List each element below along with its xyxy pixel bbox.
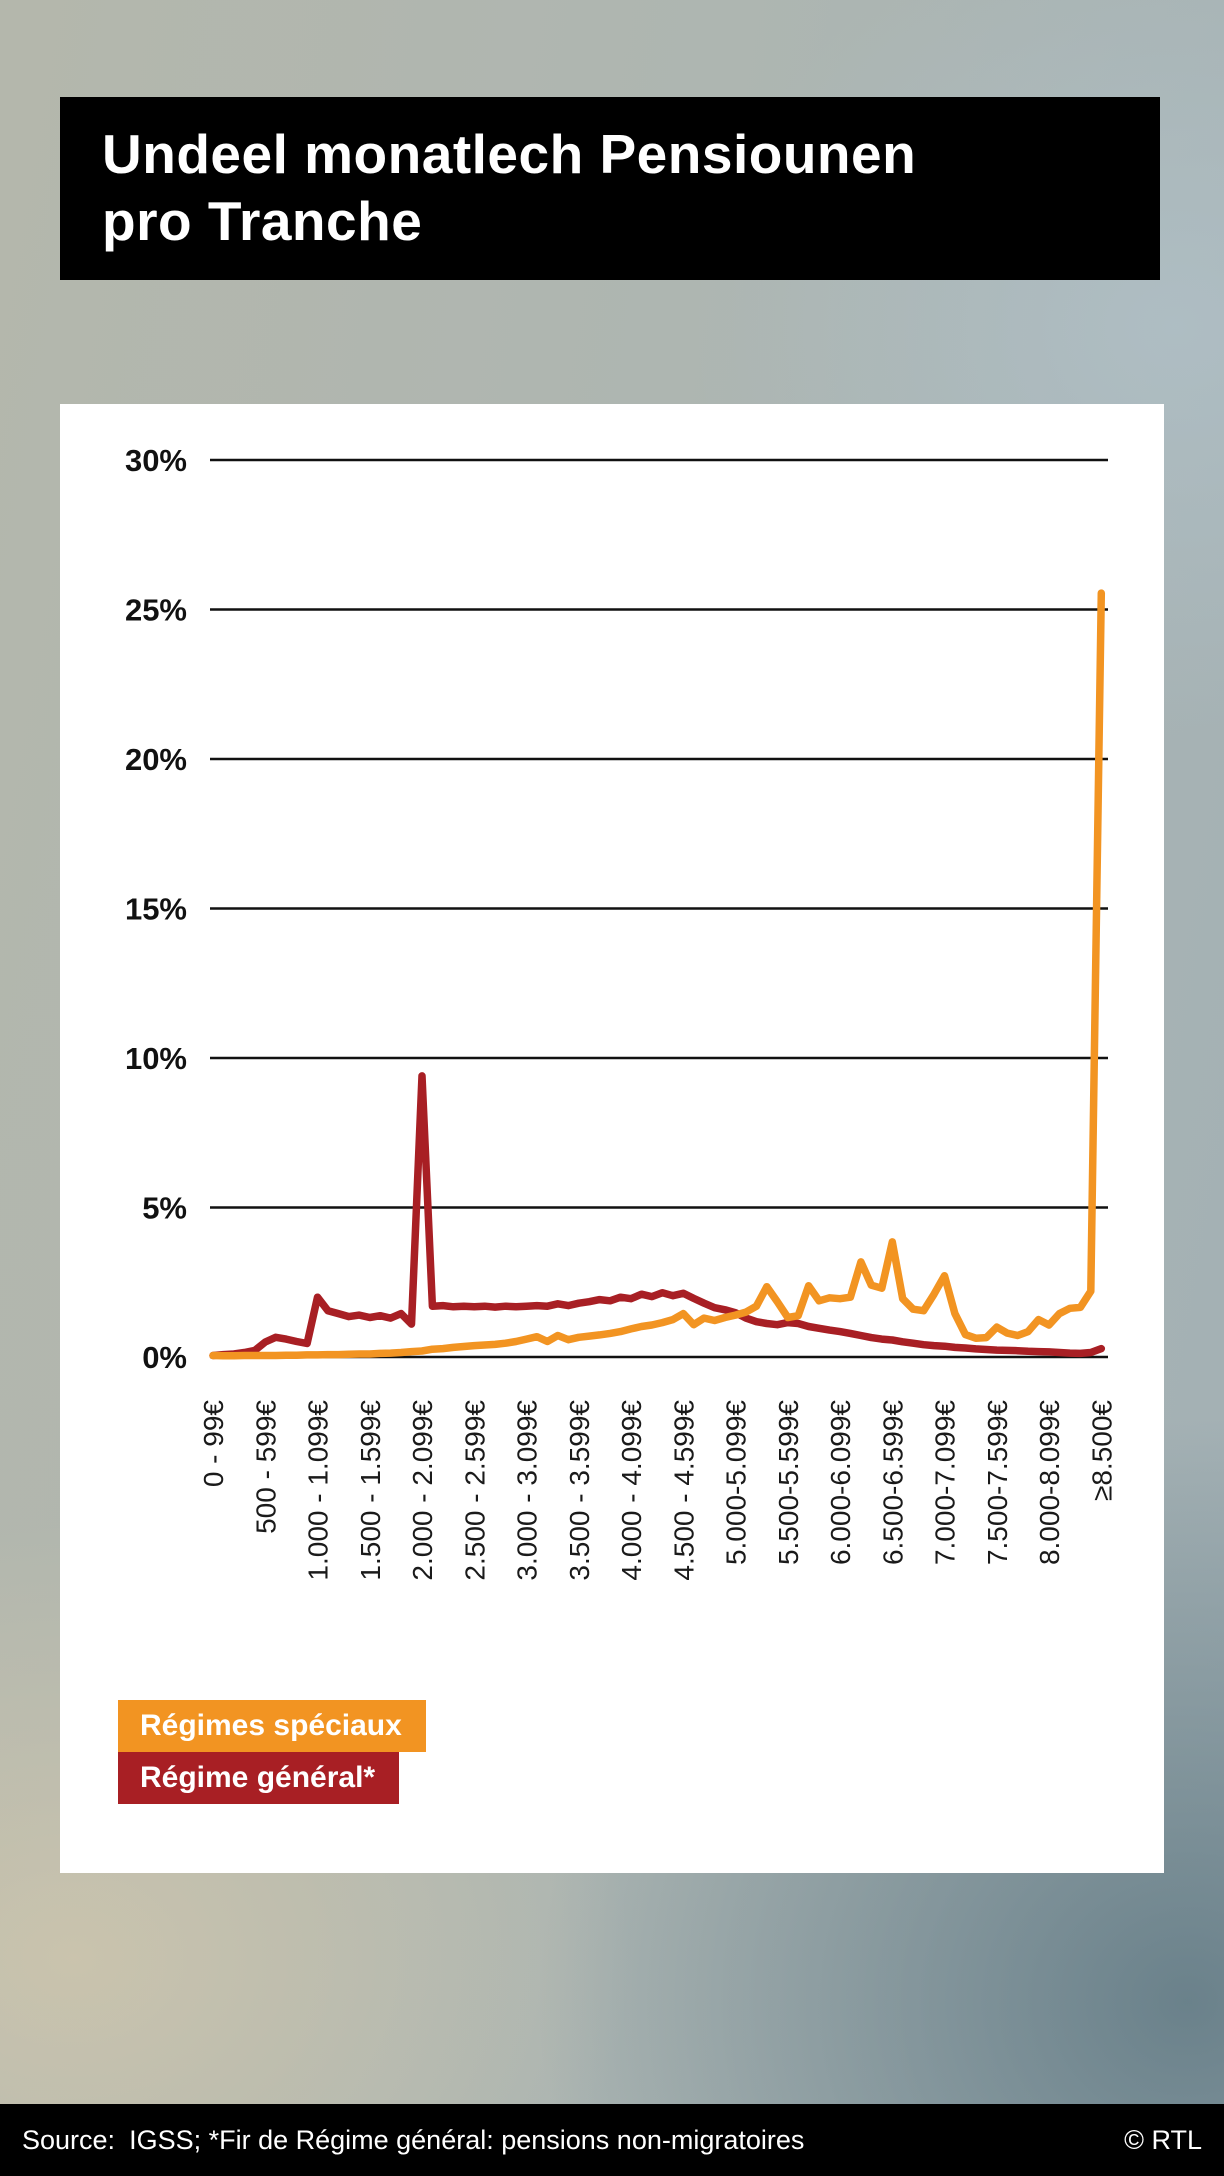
x-tick-label: 5.500-5.599€: [773, 1400, 804, 1565]
x-tick-label: ≥8.500€: [1086, 1400, 1117, 1501]
source-detail: IGSS; *Fir de Régime général: pensions n…: [129, 2124, 805, 2155]
regime-general-line: [209, 1072, 1106, 1360]
chart-legend: Régimes spéciaux Régime général*: [118, 1700, 426, 1804]
source-footer: Source: IGSS; *Fir de Régime général: pen…: [0, 2104, 1224, 2176]
x-tick-label: 6.500-6.599€: [877, 1400, 908, 1565]
page-title-line-2: pro Tranche: [102, 190, 423, 253]
y-tick-label: 20%: [125, 742, 187, 777]
x-tick-label: 6.000-6.099€: [825, 1400, 856, 1565]
y-tick-label: 15%: [125, 892, 187, 927]
x-tick-label: 2.000 - 2.099€: [407, 1400, 438, 1581]
x-tick-label: 3.000 - 3.099€: [512, 1400, 543, 1581]
source-label: Source:: [22, 2124, 116, 2155]
x-tick-label: 4.000 - 4.099€: [616, 1400, 647, 1581]
legend-item-regimes-speciaux: Régimes spéciaux: [118, 1700, 426, 1752]
x-tick-label: 7.000-7.099€: [930, 1400, 961, 1565]
chart-card: 0% 5% 10% 15% 20% 25% 30% 0 - 99€ 500 - 599€ 1.00…: [60, 404, 1164, 1873]
regimes-speciaux-line: [209, 589, 1106, 1360]
x-tick-label: 3.500 - 3.599€: [564, 1400, 595, 1581]
x-tick-label: 1.500 - 1.599€: [355, 1400, 386, 1581]
y-tick-label: 30%: [125, 443, 187, 478]
y-tick-label: 25%: [125, 593, 187, 628]
chart-title-block: Undeel monatlech Pensiounen pro Tranche: [60, 97, 1160, 280]
x-tick-label: 2.500 - 2.599€: [459, 1400, 490, 1581]
y-tick-label: 5%: [142, 1191, 187, 1226]
x-tick-label: 500 - 599€: [250, 1400, 281, 1534]
x-tick-label: 1.000 - 1.099€: [303, 1400, 334, 1581]
page-title-line-1: Undeel monatlech Pensiounen: [102, 123, 917, 185]
x-tick-label: 4.500 - 4.599€: [668, 1400, 699, 1581]
x-tick-label: 8.000-8.099€: [1034, 1400, 1065, 1565]
y-tick-label: 10%: [125, 1041, 187, 1076]
x-tick-label: 5.000-5.099€: [721, 1400, 752, 1565]
legend-item-regime-general: Régime général*: [118, 1752, 400, 1804]
pension-distribution-chart: 0% 5% 10% 15% 20% 25% 30% 0 - 99€ 500 - 599€ 1.00…: [125, 443, 1117, 1581]
rtl-credit: © RTL: [1124, 2124, 1202, 2155]
x-tick-label: 7.500-7.599€: [982, 1400, 1013, 1565]
source-text: Source: IGSS; *Fir de Régime général: pen…: [22, 2125, 804, 2156]
x-tick-label: 0 - 99€: [198, 1400, 229, 1488]
y-tick-label: 0%: [142, 1340, 187, 1375]
